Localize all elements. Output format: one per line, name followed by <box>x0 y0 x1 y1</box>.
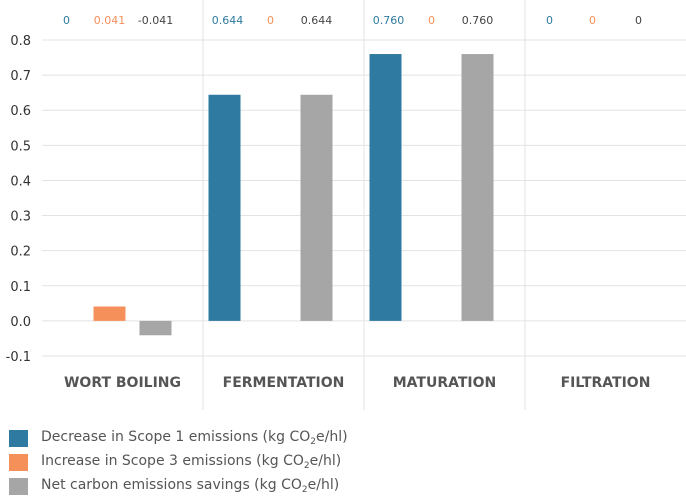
bar <box>461 54 494 321</box>
data-label: 0.760 <box>373 14 405 27</box>
data-label: 0.760 <box>462 14 494 27</box>
data-label: 0 <box>589 14 596 27</box>
data-labels: 0 0.041 -0.041 0.644 0 0.644 0.760 0 0.760 0 0 0 <box>63 14 642 27</box>
y-tick-label: 0.1 <box>10 280 31 295</box>
legend-item-scope3: Increase in Scope 3 emissions (kg CO2e/h… <box>9 450 348 474</box>
y-tick-label: 0.3 <box>10 210 31 225</box>
legend-swatch-scope1 <box>9 429 28 447</box>
y-tick-label: 0.2 <box>10 245 31 260</box>
bar <box>369 54 402 321</box>
data-label: 0 <box>546 14 553 27</box>
bars <box>93 54 494 336</box>
y-tick-label: -0.1 <box>6 350 31 365</box>
legend-item-net: Net carbon emissions savings (kg CO2e/hl… <box>9 474 348 498</box>
legend-label-scope3: Increase in Scope 3 emissions (kg CO2e/h… <box>41 453 342 471</box>
legend-label-net: Net carbon emissions savings (kg CO2e/hl… <box>41 477 340 495</box>
data-label: 0.041 <box>94 14 126 27</box>
bar <box>208 94 241 321</box>
x-category-label: MATURATION <box>393 375 497 391</box>
x-axis: WORT BOILING FERMENTATION MATURATION FILTRA… <box>64 375 650 391</box>
y-tick-label: 0.4 <box>10 174 31 189</box>
legend-swatch-net <box>9 477 28 495</box>
y-tick-label: 0.7 <box>10 69 31 84</box>
emissions-bar-chart: -0.1 0.0 0.1 0.2 0.3 0.4 0.5 0.6 0.7 0.8 0 0.041 -0… <box>6 0 686 410</box>
x-category-label: FERMENTATION <box>223 375 345 391</box>
y-tick-label: 0.0 <box>10 315 31 330</box>
data-label: 0 <box>267 14 274 27</box>
y-tick-label: 0.8 <box>10 34 31 49</box>
data-label: 0.644 <box>301 14 333 27</box>
x-category-label: FILTRATION <box>561 375 651 391</box>
legend-item-scope1: Decrease in Scope 1 emissions (kg CO2e/h… <box>9 426 348 450</box>
legend-swatch-scope3 <box>9 453 28 471</box>
bar <box>139 320 172 336</box>
data-label: -0.041 <box>138 14 173 27</box>
data-label: 0 <box>428 14 435 27</box>
y-axis: -0.1 0.0 0.1 0.2 0.3 0.4 0.5 0.6 0.7 0.8 <box>6 34 31 365</box>
y-tick-label: 0.6 <box>10 104 31 119</box>
data-label: 0 <box>635 14 642 27</box>
data-label: 0.644 <box>212 14 244 27</box>
y-tick-label: 0.5 <box>10 139 31 154</box>
grid-lines <box>42 0 686 410</box>
legend-label-scope1: Decrease in Scope 1 emissions (kg CO2e/h… <box>41 429 348 447</box>
bar <box>300 94 333 321</box>
bar <box>93 306 126 321</box>
x-category-label: WORT BOILING <box>64 375 181 391</box>
legend: Decrease in Scope 1 emissions (kg CO2e/h… <box>9 426 348 498</box>
data-label: 0 <box>63 14 70 27</box>
